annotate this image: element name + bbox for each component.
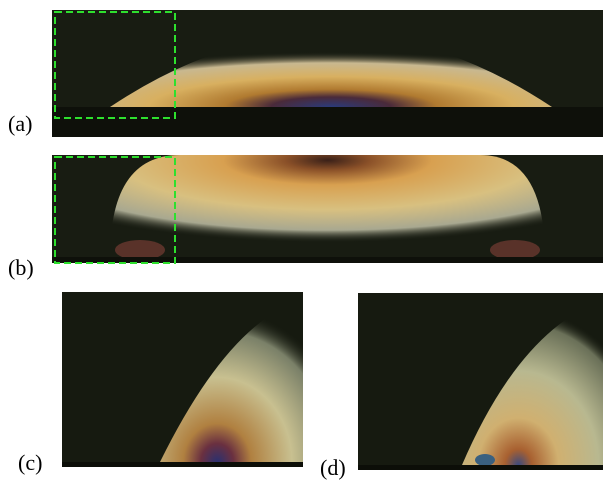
- base-c: [62, 462, 303, 467]
- fringe-c: [160, 300, 303, 462]
- fringe-d: [462, 300, 603, 465]
- fringe-d-blue: [475, 454, 495, 466]
- panel-label: (c): [18, 450, 42, 475]
- highlight-box: [54, 156, 176, 264]
- panel-label: (b): [8, 255, 34, 280]
- highlight-box: [54, 11, 176, 119]
- fringe-b-right: [490, 240, 540, 260]
- fringe-b-left: [115, 240, 165, 260]
- panel-label: (a): [8, 111, 32, 136]
- fringe-a: [110, 33, 552, 107]
- panel-label: (d): [320, 455, 346, 480]
- fringe-b: [110, 155, 545, 258]
- base-b: [52, 257, 603, 263]
- base-a: [52, 107, 603, 137]
- base-d: [358, 465, 603, 470]
